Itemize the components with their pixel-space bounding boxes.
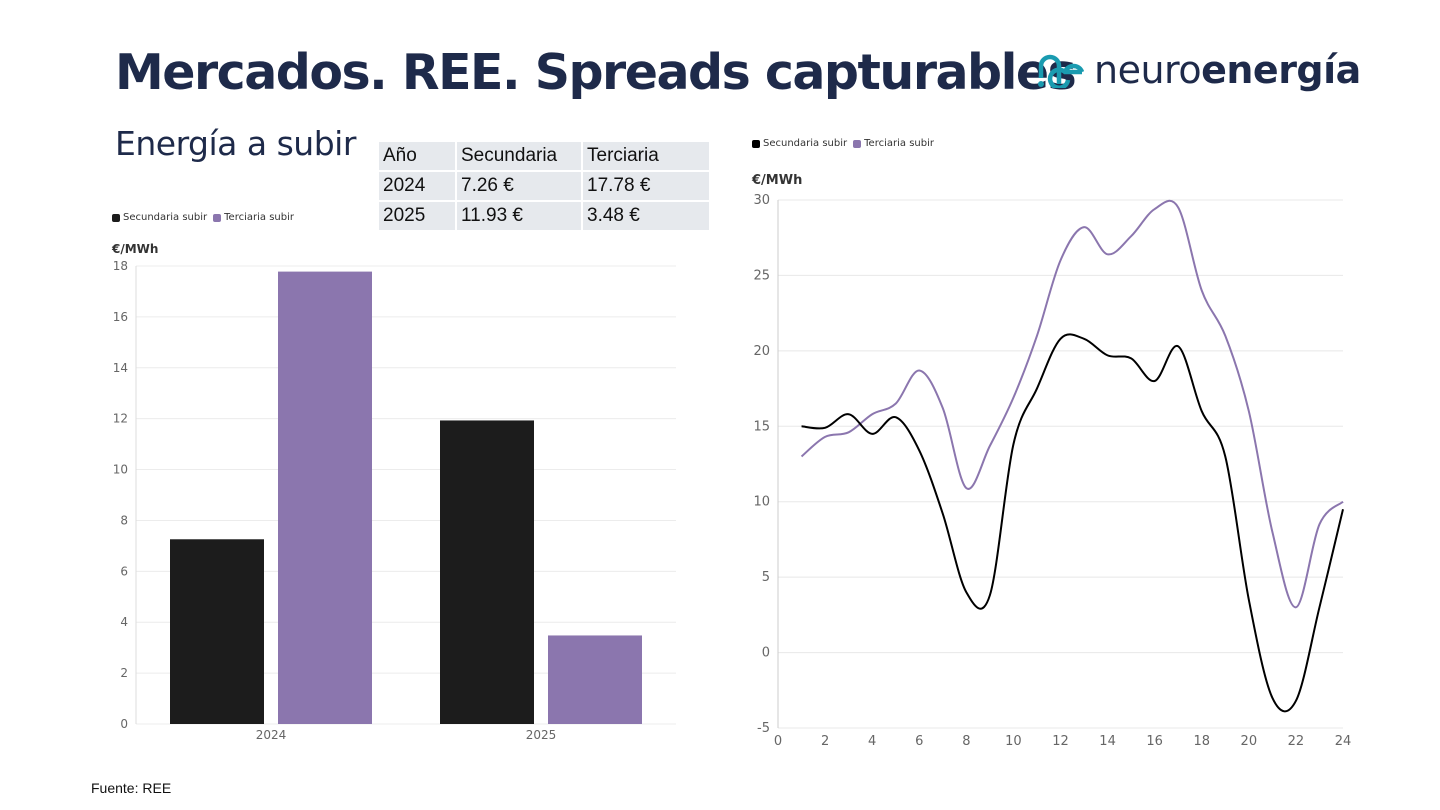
- line-y-tick-label: 5: [762, 570, 770, 585]
- bar-chart-legend: Secundaria subir Terciaria subir: [112, 212, 300, 223]
- bar-x-tick-label: 2025: [526, 728, 557, 742]
- bar: [278, 271, 372, 724]
- line-y-tick-label: 15: [753, 419, 770, 434]
- series-line: [801, 333, 1344, 713]
- table-header-row: Año Secundaria Terciaria: [379, 142, 709, 170]
- line-y-tick-label: -5: [757, 721, 770, 736]
- line-y-tick-label: 30: [753, 193, 770, 208]
- legend-label: Secundaria subir: [763, 138, 848, 149]
- bar-y-tick-label: 6: [120, 564, 128, 578]
- bar-y-tick-label: 18: [113, 259, 128, 273]
- table-cell: 2024: [379, 172, 455, 200]
- legend-swatch: [213, 213, 222, 222]
- line-y-tick-label: 0: [762, 646, 770, 661]
- line-x-tick-label: 22: [1288, 734, 1305, 749]
- bar-y-tick-label: 8: [120, 513, 128, 527]
- line-y-tick-label: 20: [753, 344, 770, 359]
- line-x-tick-label: 24: [1335, 734, 1352, 749]
- bar-y-tick-label: 2: [120, 666, 128, 680]
- table-cell: 11.93 €: [457, 202, 581, 230]
- bar-y-tick-label: 12: [113, 412, 128, 426]
- bar-y-tick-label: 14: [113, 361, 128, 375]
- bar: [170, 539, 264, 724]
- legend-item: Secundaria subir: [752, 138, 847, 149]
- legend-swatch: [112, 213, 120, 222]
- bar: [440, 420, 534, 724]
- line-x-tick-label: 2: [821, 734, 829, 749]
- line-x-tick-label: 18: [1193, 734, 1210, 749]
- legend-item: Terciaria subir: [853, 138, 934, 149]
- bar-y-tick-label: 4: [120, 615, 128, 629]
- line-x-tick-label: 8: [962, 734, 970, 749]
- brand-logo: neuroenergía: [1038, 48, 1368, 92]
- legend-swatch: [853, 139, 862, 148]
- page-subtitle: Energía a subir: [115, 124, 356, 163]
- line-x-tick-label: 10: [1005, 734, 1022, 749]
- line-chart-ylabel: €/MWh: [752, 173, 803, 188]
- line-x-tick-label: 20: [1241, 734, 1258, 749]
- line-x-tick-label: 0: [774, 734, 782, 749]
- bar-y-tick-label: 16: [113, 310, 128, 324]
- table-row: 2024 7.26 € 17.78 €: [379, 172, 709, 200]
- series-line: [800, 199, 1344, 609]
- line-x-tick-label: 14: [1099, 734, 1116, 749]
- line-y-tick-label: 10: [753, 495, 770, 510]
- table-cell: 7.26 €: [457, 172, 581, 200]
- bar-y-tick-label: 0: [120, 717, 128, 731]
- table-cell: 3.48 €: [583, 202, 709, 230]
- legend-swatch: [752, 139, 760, 148]
- table-header-cell: Año: [379, 142, 455, 170]
- bar-chart-ylabel: €/MWh: [112, 242, 159, 256]
- table-cell: 17.78 €: [583, 172, 709, 200]
- table-header-cell: Terciaria: [583, 142, 709, 170]
- line-x-tick-label: 12: [1052, 734, 1069, 749]
- bar-x-tick-label: 2024: [256, 728, 287, 742]
- bar-y-tick-label: 10: [113, 463, 128, 477]
- table-cell: 2025: [379, 202, 455, 230]
- table-row: 2025 11.93 € 3.48 €: [379, 202, 709, 230]
- line-y-tick-label: 25: [753, 268, 770, 283]
- line-x-tick-label: 16: [1146, 734, 1163, 749]
- legend-label: Terciaria subir: [224, 212, 294, 223]
- legend-item: Secundaria subir: [112, 212, 207, 223]
- line-x-tick-label: 4: [868, 734, 876, 749]
- legend-label: Secundaria subir: [123, 212, 208, 223]
- line-x-tick-label: 6: [915, 734, 923, 749]
- source-footer: Fuente: REE: [91, 780, 172, 796]
- legend-item: Terciaria subir: [213, 212, 294, 223]
- line-chart-legend: Secundaria subir Terciaria subir: [752, 138, 940, 149]
- legend-label: Terciaria subir: [864, 138, 934, 149]
- spreads-table: Año Secundaria Terciaria 2024 7.26 € 17.…: [377, 140, 711, 232]
- bar: [548, 635, 642, 724]
- neuroenergia-logo-icon: [1038, 54, 1084, 88]
- logo-text: neuroenergía: [1094, 48, 1361, 92]
- table-header-cell: Secundaria: [457, 142, 581, 170]
- page-title: Mercados. REE. Spreads capturables: [115, 44, 1077, 101]
